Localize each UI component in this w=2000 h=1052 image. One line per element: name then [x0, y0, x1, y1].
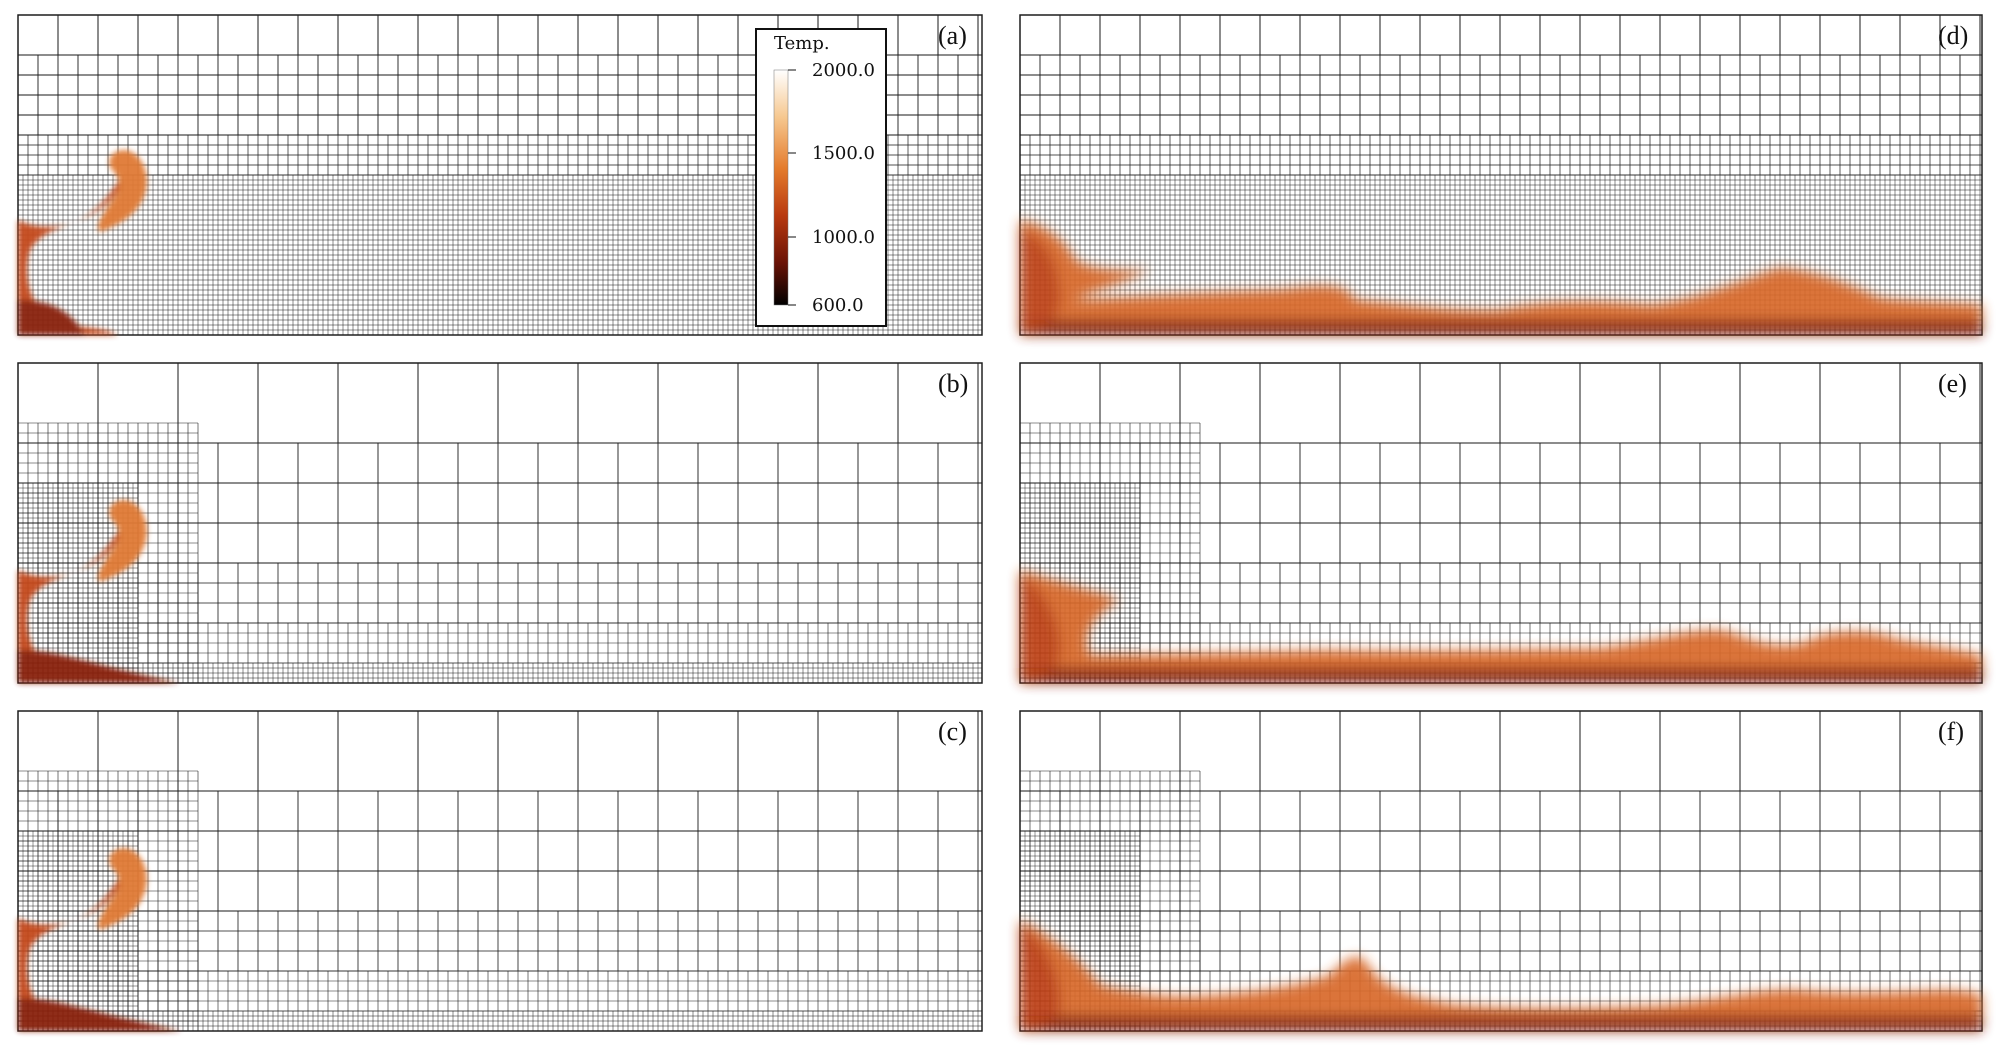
legend-title: Temp.: [774, 33, 830, 54]
mesh-lines: [1019, 134, 1982, 176]
panel-a-label: (a): [938, 21, 967, 50]
panel-c-plume: [18, 848, 182, 1031]
panel-d: (d): [1019, 14, 1983, 336]
panel-f-label: (f): [1938, 717, 1964, 746]
panel-b: (b): [17, 362, 983, 684]
panel-a-plume: [18, 150, 147, 335]
mesh-lines: [1019, 362, 1982, 444]
mesh-lines: [1019, 54, 1982, 136]
mesh-lines: [1019, 14, 1982, 56]
panel-e-mesh: [1019, 362, 1982, 684]
panel-e-plume: [1020, 570, 1982, 683]
panel-e: (e): [1019, 362, 1983, 684]
legend-tick-label-1000: 1000.0: [812, 227, 875, 248]
panel-c-mesh: [17, 710, 982, 1032]
panel-c: (c): [17, 710, 983, 1032]
panel-d-plume: [1020, 220, 1982, 335]
mesh-lines: [17, 710, 982, 792]
panel-c-label: (c): [938, 717, 967, 746]
legend-colorbar: [773, 69, 789, 306]
mesh-lines: [17, 362, 982, 444]
legend-tick-label-600: 600.0: [812, 295, 864, 316]
panel-b-label: (b): [938, 369, 968, 398]
panel-f-plume: [1020, 920, 1982, 1031]
panel-b-plume: [18, 500, 180, 683]
panel-e-label: (e): [1938, 369, 1967, 398]
panel-f: (f): [1019, 710, 1983, 1032]
panel-d-label: (d): [1938, 21, 1968, 50]
legend-tick-label-1500: 1500.0: [812, 143, 875, 164]
mesh-lines: [1019, 710, 1982, 792]
legend-tick-label-2000: 2000.0: [812, 60, 875, 81]
temperature-legend: Temp. 2000.0 1500.0 1000.0 600.0: [755, 28, 887, 327]
